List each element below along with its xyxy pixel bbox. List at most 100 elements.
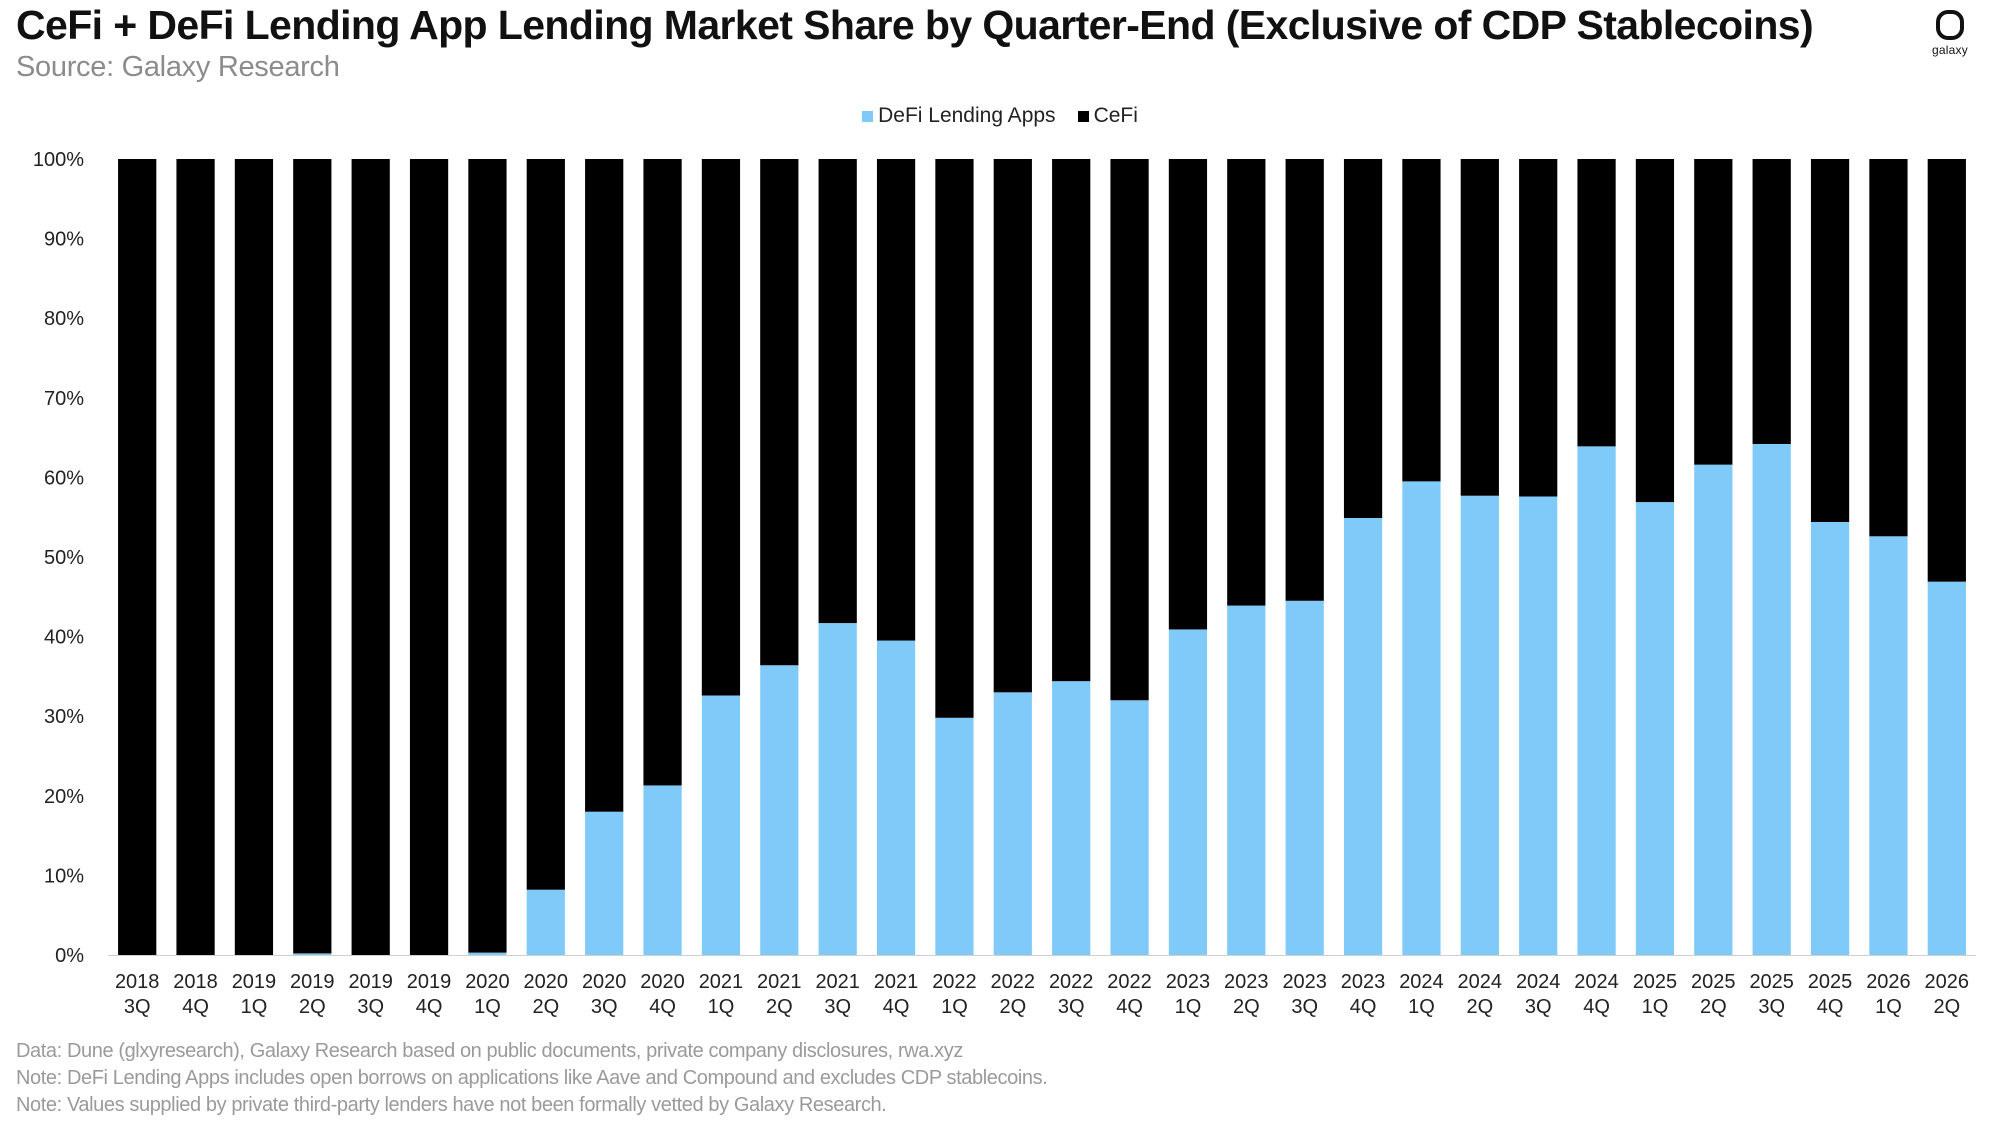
bar-cefi [234, 159, 274, 955]
x-tick-quarter: 1Q [708, 996, 735, 1018]
x-tick-year: 2021 [874, 971, 919, 993]
bar-defi [935, 717, 974, 955]
x-tick-year: 2020 [582, 971, 627, 993]
bar-cefi [701, 159, 741, 696]
x-tick-year: 2020 [524, 971, 569, 993]
chart-subtitle: Source: Galaxy Research [16, 51, 340, 83]
x-tick-year: 2023 [1282, 971, 1327, 993]
x-tick-year: 2022 [1107, 971, 1152, 993]
bar-cefi [1635, 159, 1675, 503]
bar-defi [1052, 681, 1091, 955]
bar-cefi [1752, 159, 1791, 444]
bar-defi [993, 692, 1032, 955]
galaxy-logo-icon [1936, 10, 1964, 40]
bar-defi [1402, 481, 1441, 955]
bar-defi [585, 811, 624, 955]
footnotes: Data: Dune (glxyresearch), Galaxy Resear… [16, 1038, 1048, 1119]
x-tick-year: 2022 [991, 971, 1036, 993]
x-tick-quarter: 3Q [824, 996, 851, 1018]
bar-cefi [935, 159, 974, 718]
x-tick-quarter: 2Q [1933, 996, 1960, 1018]
bar-defi [1110, 700, 1149, 955]
x-tick-quarter: 2Q [1233, 996, 1260, 1018]
x-tick-quarter: 1Q [1875, 996, 1902, 1018]
x-tick-quarter: 4Q [1817, 996, 1844, 1018]
bar-cefi [1694, 159, 1733, 465]
chart-legend: DeFi Lending Apps CeFi [0, 104, 2000, 128]
x-tick-year: 2021 [699, 971, 744, 993]
bar-defi [1343, 518, 1383, 955]
x-tick-quarter: 4Q [182, 996, 209, 1018]
bar-cefi [176, 159, 215, 955]
bar-cefi [993, 159, 1032, 693]
x-tick-quarter: 3Q [1058, 996, 1085, 1018]
y-tick-label: 10% [44, 865, 84, 887]
x-tick-quarter: 1Q [241, 996, 268, 1018]
x-tick-quarter: 2Q [299, 996, 326, 1018]
bar-defi [818, 623, 857, 955]
x-tick-year: 2020 [640, 971, 685, 993]
bar-cefi [643, 159, 682, 786]
y-tick-label: 40% [44, 627, 84, 649]
x-tick-quarter: 4Q [649, 996, 676, 1018]
x-tick-quarter: 2Q [999, 996, 1026, 1018]
y-tick-label: 20% [44, 786, 84, 808]
bar-cefi [526, 159, 565, 890]
x-tick-quarter: 3Q [1758, 996, 1785, 1018]
x-tick-quarter: 3Q [591, 996, 618, 1018]
bar-defi [468, 952, 507, 955]
bar-cefi [1927, 159, 1966, 582]
bar-cefi [1343, 159, 1383, 518]
x-tick-year: 2020 [465, 971, 510, 993]
bar-cefi [1110, 159, 1149, 701]
bar-cefi [351, 159, 390, 955]
bar-cefi [760, 159, 799, 666]
bar-cefi [118, 159, 157, 955]
x-tick-year: 2021 [815, 971, 860, 993]
footnote-data-source: Data: Dune (glxyresearch), Galaxy Resear… [16, 1040, 963, 1062]
x-tick-year: 2023 [1341, 971, 1386, 993]
bar-defi [760, 665, 799, 955]
bar-cefi [1577, 159, 1616, 447]
x-tick-year: 2025 [1633, 971, 1678, 993]
x-tick-year: 2026 [1866, 971, 1911, 993]
legend-label-defi: DeFi Lending Apps [878, 104, 1056, 127]
bar-defi [1810, 521, 1850, 955]
x-tick-quarter: 3Q [1525, 996, 1552, 1018]
bar-defi [1227, 605, 1266, 955]
bar-cefi [585, 159, 624, 812]
bar-defi [1927, 581, 1966, 955]
x-tick-year: 2026 [1925, 971, 1970, 993]
bar-defi [293, 953, 332, 955]
y-tick-label: 50% [44, 547, 84, 569]
bar-defi [1869, 536, 1908, 955]
bar-cefi [1168, 159, 1208, 630]
footnote-vetting-note: Note: Values supplied by private third-p… [16, 1094, 887, 1116]
bar-cefi [409, 159, 449, 955]
x-tick-year: 2023 [1166, 971, 1211, 993]
bar-defi [643, 785, 682, 955]
bar-cefi [1227, 159, 1266, 606]
bar-cefi [1869, 159, 1908, 537]
logo-text: galaxy [1932, 43, 1968, 57]
y-tick-label: 30% [44, 706, 84, 728]
x-tick-year: 2019 [407, 971, 452, 993]
legend-swatch-cefi [1077, 110, 1089, 122]
bar-cefi [293, 159, 332, 954]
bar-defi [1519, 496, 1558, 955]
x-tick-year: 2024 [1574, 971, 1619, 993]
bar-defi [701, 695, 741, 955]
x-tick-year: 2025 [1808, 971, 1853, 993]
x-tick-quarter: 4Q [1350, 996, 1377, 1018]
x-tick-year: 2022 [1049, 971, 1094, 993]
chart-title: CeFi + DeFi Lending App Lending Market S… [16, 2, 1814, 48]
x-tick-year: 2019 [348, 971, 393, 993]
x-tick-quarter: 2Q [766, 996, 793, 1018]
bar-cefi [1052, 159, 1091, 682]
legend-swatch-defi [862, 110, 874, 122]
x-tick-year: 2024 [1399, 971, 1444, 993]
x-tick-year: 2023 [1224, 971, 1269, 993]
y-tick-label: 90% [44, 229, 84, 251]
bar-cefi [1810, 159, 1850, 522]
y-tick-label: 60% [44, 467, 84, 489]
